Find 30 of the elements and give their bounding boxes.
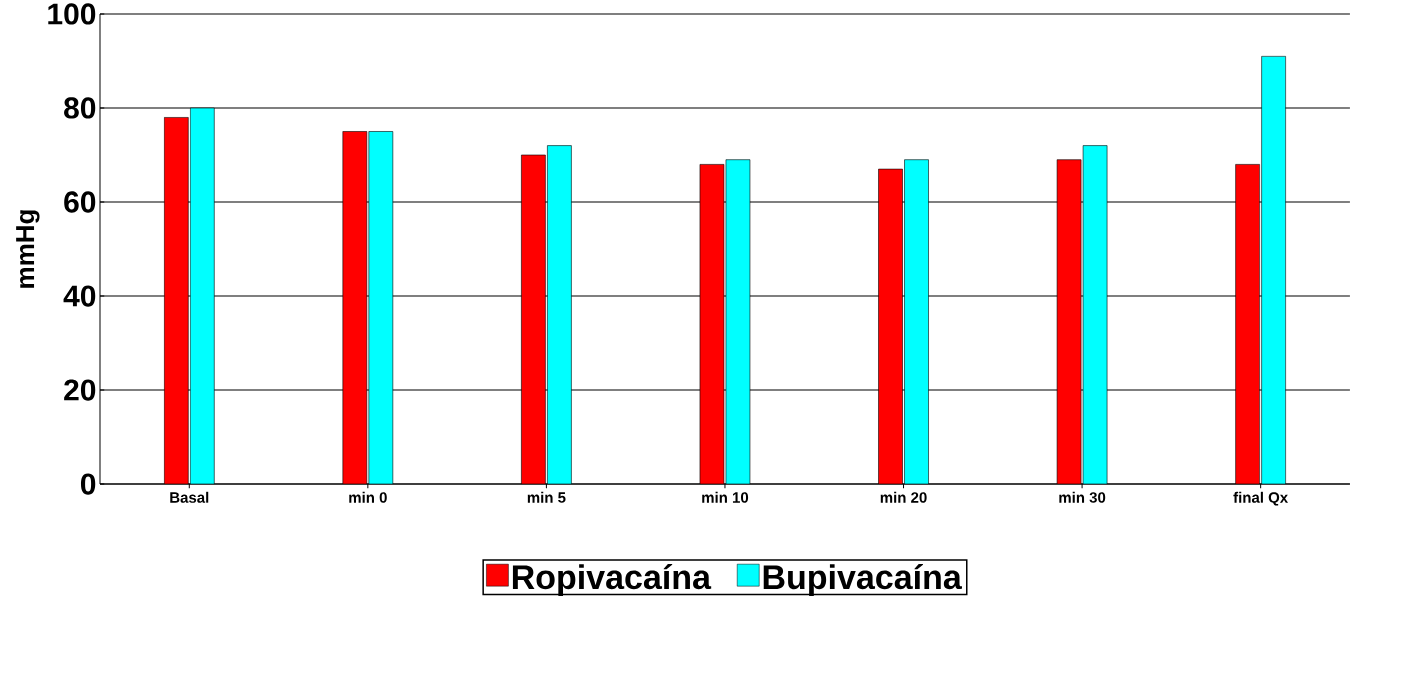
bar: [342, 131, 368, 484]
bar: [1056, 159, 1082, 484]
legend-label: Bupivacaína: [763, 563, 962, 596]
bar: [1235, 164, 1260, 484]
x-tick-label: min 10: [702, 491, 749, 503]
bar: [368, 131, 394, 484]
bar: [904, 159, 929, 484]
x-tick-label: min 0: [349, 491, 387, 503]
bar: [878, 168, 903, 484]
bar: [1261, 56, 1286, 484]
bar: [163, 117, 189, 484]
y-tick-label: 20: [64, 379, 96, 401]
x-tick-label: final Qx: [1233, 491, 1289, 506]
bar: [725, 159, 751, 484]
bar: [1082, 145, 1108, 484]
bar: [189, 107, 215, 484]
bar: [521, 154, 546, 484]
bar: [699, 164, 725, 484]
y-axis-title: mmHg: [16, 210, 40, 288]
x-tick-label: Basal: [170, 491, 209, 503]
x-tick-label: min 30: [1059, 491, 1106, 503]
y-tick-label: 100: [48, 3, 96, 25]
y-tick-label: 0: [80, 473, 96, 495]
y-tick-label: 40: [63, 285, 96, 307]
y-tick-label: 80: [64, 97, 96, 119]
bar: [547, 145, 572, 484]
x-tick-label: min 5: [527, 491, 566, 503]
y-tick-label: 60: [64, 191, 96, 213]
legend-label: Ropivacaína: [512, 563, 712, 596]
x-tick-label: min 20: [880, 491, 927, 503]
